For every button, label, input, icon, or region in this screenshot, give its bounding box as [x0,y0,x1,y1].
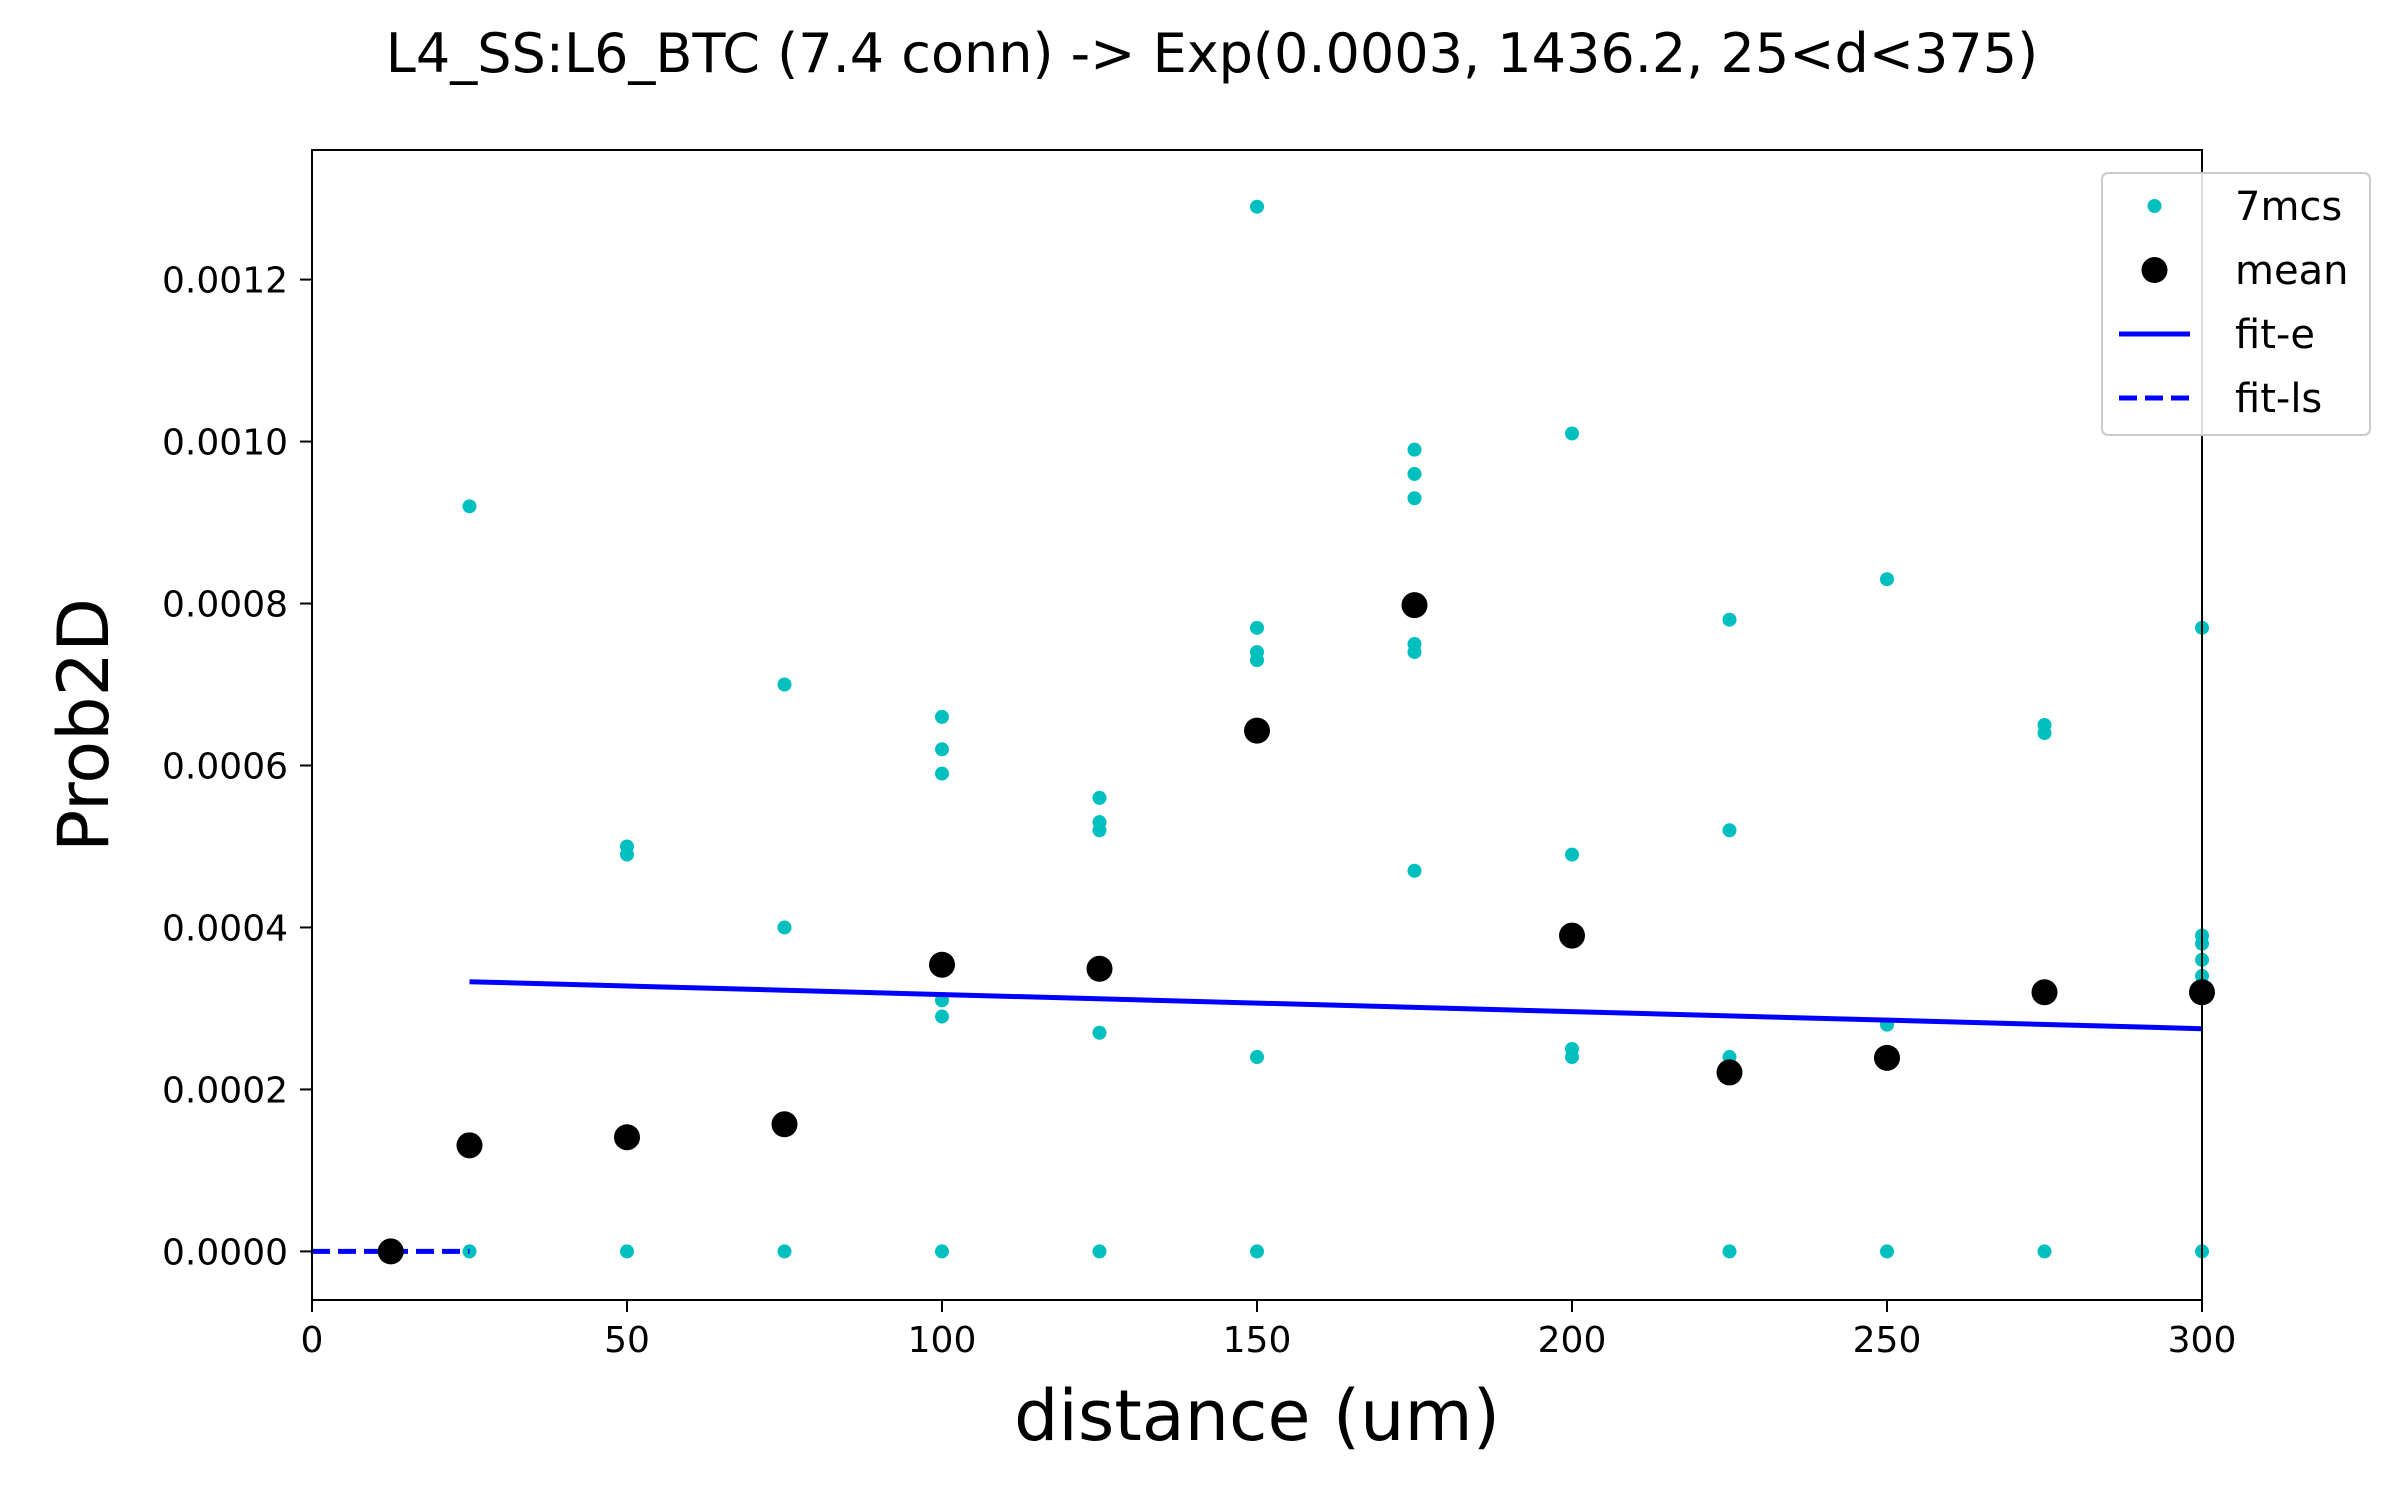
point-7mcs [1880,1244,1894,1259]
point-mean [1559,922,1585,949]
plot-area [312,199,2215,1265]
y-tick-label: 0.0006 [162,746,288,787]
y-axis-label: Prob2D [43,598,125,852]
point-7mcs [1250,1050,1264,1065]
point-7mcs [935,742,949,757]
point-7mcs [1407,491,1422,506]
point-7mcs [777,677,792,692]
point-7mcs [1407,863,1422,878]
legend-label-mean: mean [2235,248,2348,294]
point-7mcs [1407,442,1422,457]
x-tick-label: 300 [2168,1320,2237,1361]
point-7mcs [620,1244,634,1259]
y-tick-label: 0.0004 [162,908,288,949]
y-tick-label: 0.0010 [162,423,288,464]
legend-label-7mcs: 7mcs [2235,184,2342,230]
point-mean [614,1124,640,1151]
y-axis: 0.0000 0.0002 0.0004 0.0006 0.0008 0.0010 0.00… [162,261,312,1273]
point-7mcs [1880,572,1894,587]
point-7mcs [1565,426,1579,441]
legend-marker-mean [2141,257,2168,283]
point-7mcs [1250,1244,1264,1259]
point-7mcs [1565,1050,1579,1065]
legend-label-fit-e: fit-e [2235,312,2315,358]
point-7mcs [935,1244,949,1259]
point-7mcs [1092,1025,1107,1040]
point-mean [456,1132,483,1159]
point-mean [1716,1059,1743,1086]
y-tick-label: 0.0008 [162,585,288,626]
point-mean [929,951,955,978]
x-tick-label: 250 [1853,1320,1922,1361]
point-7mcs [935,709,949,724]
point-7mcs [2037,726,2052,741]
legend-marker-7mcs [2147,199,2162,213]
point-7mcs [1407,466,1422,481]
point-7mcs [1722,612,1737,627]
point-mean [1401,592,1428,619]
legend: 7mcs mean fit-e fit-ls [2101,172,2371,436]
point-mean [377,1238,404,1265]
point-7mcs [935,766,949,781]
line-fit-e [469,979,2203,1032]
point-7mcs [1565,847,1579,862]
point-7mcs [777,1244,792,1259]
point-7mcs [1250,620,1264,635]
y-tick-label: 0.0000 [162,1232,288,1273]
x-tick-label: 50 [604,1320,650,1361]
point-7mcs [1092,823,1107,838]
point-7mcs [1407,645,1422,660]
point-7mcs [1092,790,1107,805]
y-tick-label: 0.0012 [162,261,288,302]
point-7mcs [1722,1244,1737,1259]
legend-label-fit-ls: fit-ls [2235,376,2322,422]
point-mean [1244,717,1270,744]
point-mean [1086,955,1113,982]
y-tick-label: 0.0002 [162,1070,288,1111]
legend-box [2101,172,2371,436]
point-mean [1874,1044,1900,1071]
point-mean [771,1111,798,1138]
point-7mcs [620,847,634,862]
x-axis-label: distance (um) [1014,1375,1500,1457]
point-7mcs [935,1009,949,1024]
x-tick-label: 200 [1538,1320,1607,1361]
chart-title: L4_SS:L6_BTC (7.4 conn) -> Exp(0.0003, 1… [386,22,2038,85]
point-7mcs [462,499,477,514]
point-7mcs [777,920,792,935]
point-7mcs [1250,199,1264,214]
x-tick-label: 150 [1223,1320,1292,1361]
x-tick-label: 0 [301,1320,324,1361]
point-7mcs [2037,1244,2052,1259]
point-7mcs [1722,823,1737,838]
point-mean [2031,979,2058,1006]
point-7mcs [1092,1244,1107,1259]
x-tick-label: 100 [908,1320,977,1361]
x-axis: 0 50 100 150 200 250 300 [301,1300,2237,1361]
point-7mcs [1250,653,1264,668]
